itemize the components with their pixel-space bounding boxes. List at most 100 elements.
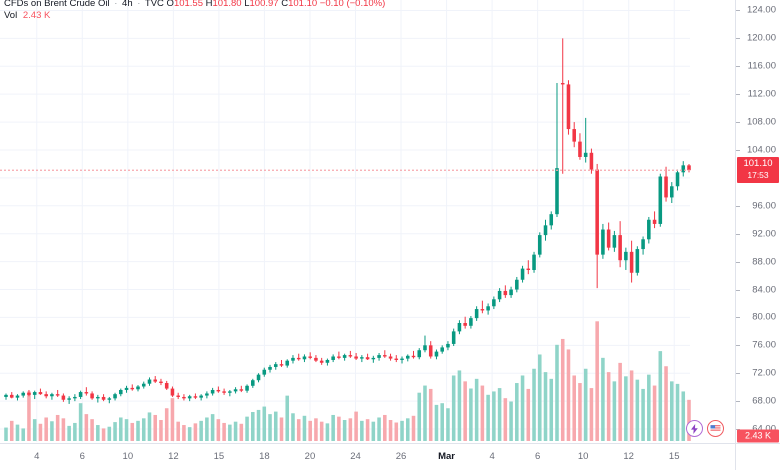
volume-bar [153, 414, 158, 441]
candle-body [141, 383, 146, 387]
volume-bar [262, 406, 267, 441]
volume-bar [302, 415, 307, 441]
volume-bar [664, 366, 668, 441]
candle-body [107, 398, 112, 400]
volume-bar [256, 409, 261, 441]
volume-bar [400, 420, 404, 441]
candle-body [606, 229, 611, 248]
volume-bar [285, 395, 290, 441]
volume-bar [182, 425, 186, 441]
current-price-badge[interactable]: 101.10 17:53 [737, 157, 779, 184]
volume-bar [78, 403, 83, 441]
volume-badge[interactable]: 2.43 K [737, 429, 779, 443]
candle-body [601, 229, 605, 255]
candle-body [285, 360, 290, 366]
us-flag-icon[interactable] [707, 420, 724, 437]
volume-bar [457, 370, 462, 441]
candle-body [463, 323, 467, 326]
candle-body [262, 369, 267, 375]
candle-body [268, 366, 272, 370]
volume-bar [618, 362, 622, 441]
price-tick-mark [736, 401, 740, 403]
candle-body [555, 168, 559, 215]
candle-body [302, 356, 307, 360]
candle-body [147, 379, 152, 384]
volume-bar [434, 404, 439, 441]
candle-body [365, 357, 370, 360]
volume-bar [38, 423, 43, 441]
candle-body [245, 385, 249, 391]
candle-body [423, 345, 427, 351]
current-time-value: 17:53 [747, 169, 769, 180]
candle-body [50, 394, 54, 397]
candle-body [164, 383, 169, 389]
candle-body [325, 359, 330, 363]
volume-bar [371, 421, 376, 441]
price-tick-mark [736, 317, 740, 319]
candle-body [520, 268, 525, 280]
candle-body [583, 152, 588, 157]
candle-body [55, 394, 60, 396]
volume-bar [170, 398, 175, 441]
volume-bar [417, 392, 422, 441]
chart-plot-area[interactable] [0, 0, 735, 443]
volume-bar [394, 422, 399, 441]
price-scale[interactable]: 124.00 120.00 116.00 112.00 108.00 104.00 96.0… [735, 0, 780, 443]
price-tick-mark [736, 122, 740, 124]
candle-body [251, 380, 255, 386]
candle-body [136, 386, 140, 390]
price-tick-label: 108.00 [746, 116, 776, 128]
volume-bar [96, 425, 100, 441]
volume-bar [486, 394, 490, 441]
price-tick-mark [736, 289, 740, 291]
lightning-bolt-icon[interactable] [686, 420, 703, 437]
volume-bar [578, 383, 582, 441]
candle-body [176, 395, 180, 397]
price-tick-mark [736, 10, 740, 12]
candle-body [497, 290, 502, 300]
volume-bar [543, 372, 548, 441]
candle-body [73, 396, 77, 399]
candle-body [428, 345, 433, 357]
price-tick-label: 88.00 [752, 256, 776, 268]
volume-bar [101, 428, 106, 441]
volume-bar [658, 351, 663, 441]
time-tick-label: 20 [304, 451, 316, 462]
volume-bars [4, 321, 691, 441]
volume-bar [233, 421, 238, 441]
candle-body [474, 309, 479, 319]
candle-body [537, 235, 542, 255]
time-tick-label: 26 [395, 451, 407, 462]
volume-bar [147, 412, 152, 441]
time-tick-label: 6 [534, 451, 541, 462]
volume-bar [595, 321, 599, 441]
volume-bar [670, 381, 674, 441]
candle-body [469, 318, 473, 326]
volume-bar [377, 417, 381, 441]
volume-bar [279, 417, 284, 441]
candle-body [187, 396, 192, 399]
volume-bar [228, 424, 232, 441]
volume-bar [348, 418, 353, 441]
time-tick-label: 4 [34, 451, 40, 462]
candle-body [308, 356, 312, 358]
time-scale[interactable]: 4 6 10 12 15 18 20 24 26 Mar 4 6 10 12 15 [0, 443, 780, 470]
candle-body [543, 225, 548, 236]
time-tick-label: 24 [350, 451, 361, 462]
candle-body [503, 290, 508, 296]
volume-bar [428, 388, 433, 441]
volume-bar [113, 422, 117, 441]
volume-bar [205, 417, 209, 441]
candle-body [526, 268, 531, 270]
candle-body [411, 355, 416, 358]
volume-bar [199, 420, 203, 441]
candle-body [239, 389, 244, 391]
candle-body [515, 279, 519, 290]
volume-bar [216, 419, 221, 441]
volume-bar [463, 381, 467, 441]
volume-bar [526, 388, 531, 441]
candle-body [624, 251, 628, 261]
volume-bar [73, 422, 77, 441]
volume-bar [251, 412, 255, 441]
candle-body [153, 379, 158, 382]
